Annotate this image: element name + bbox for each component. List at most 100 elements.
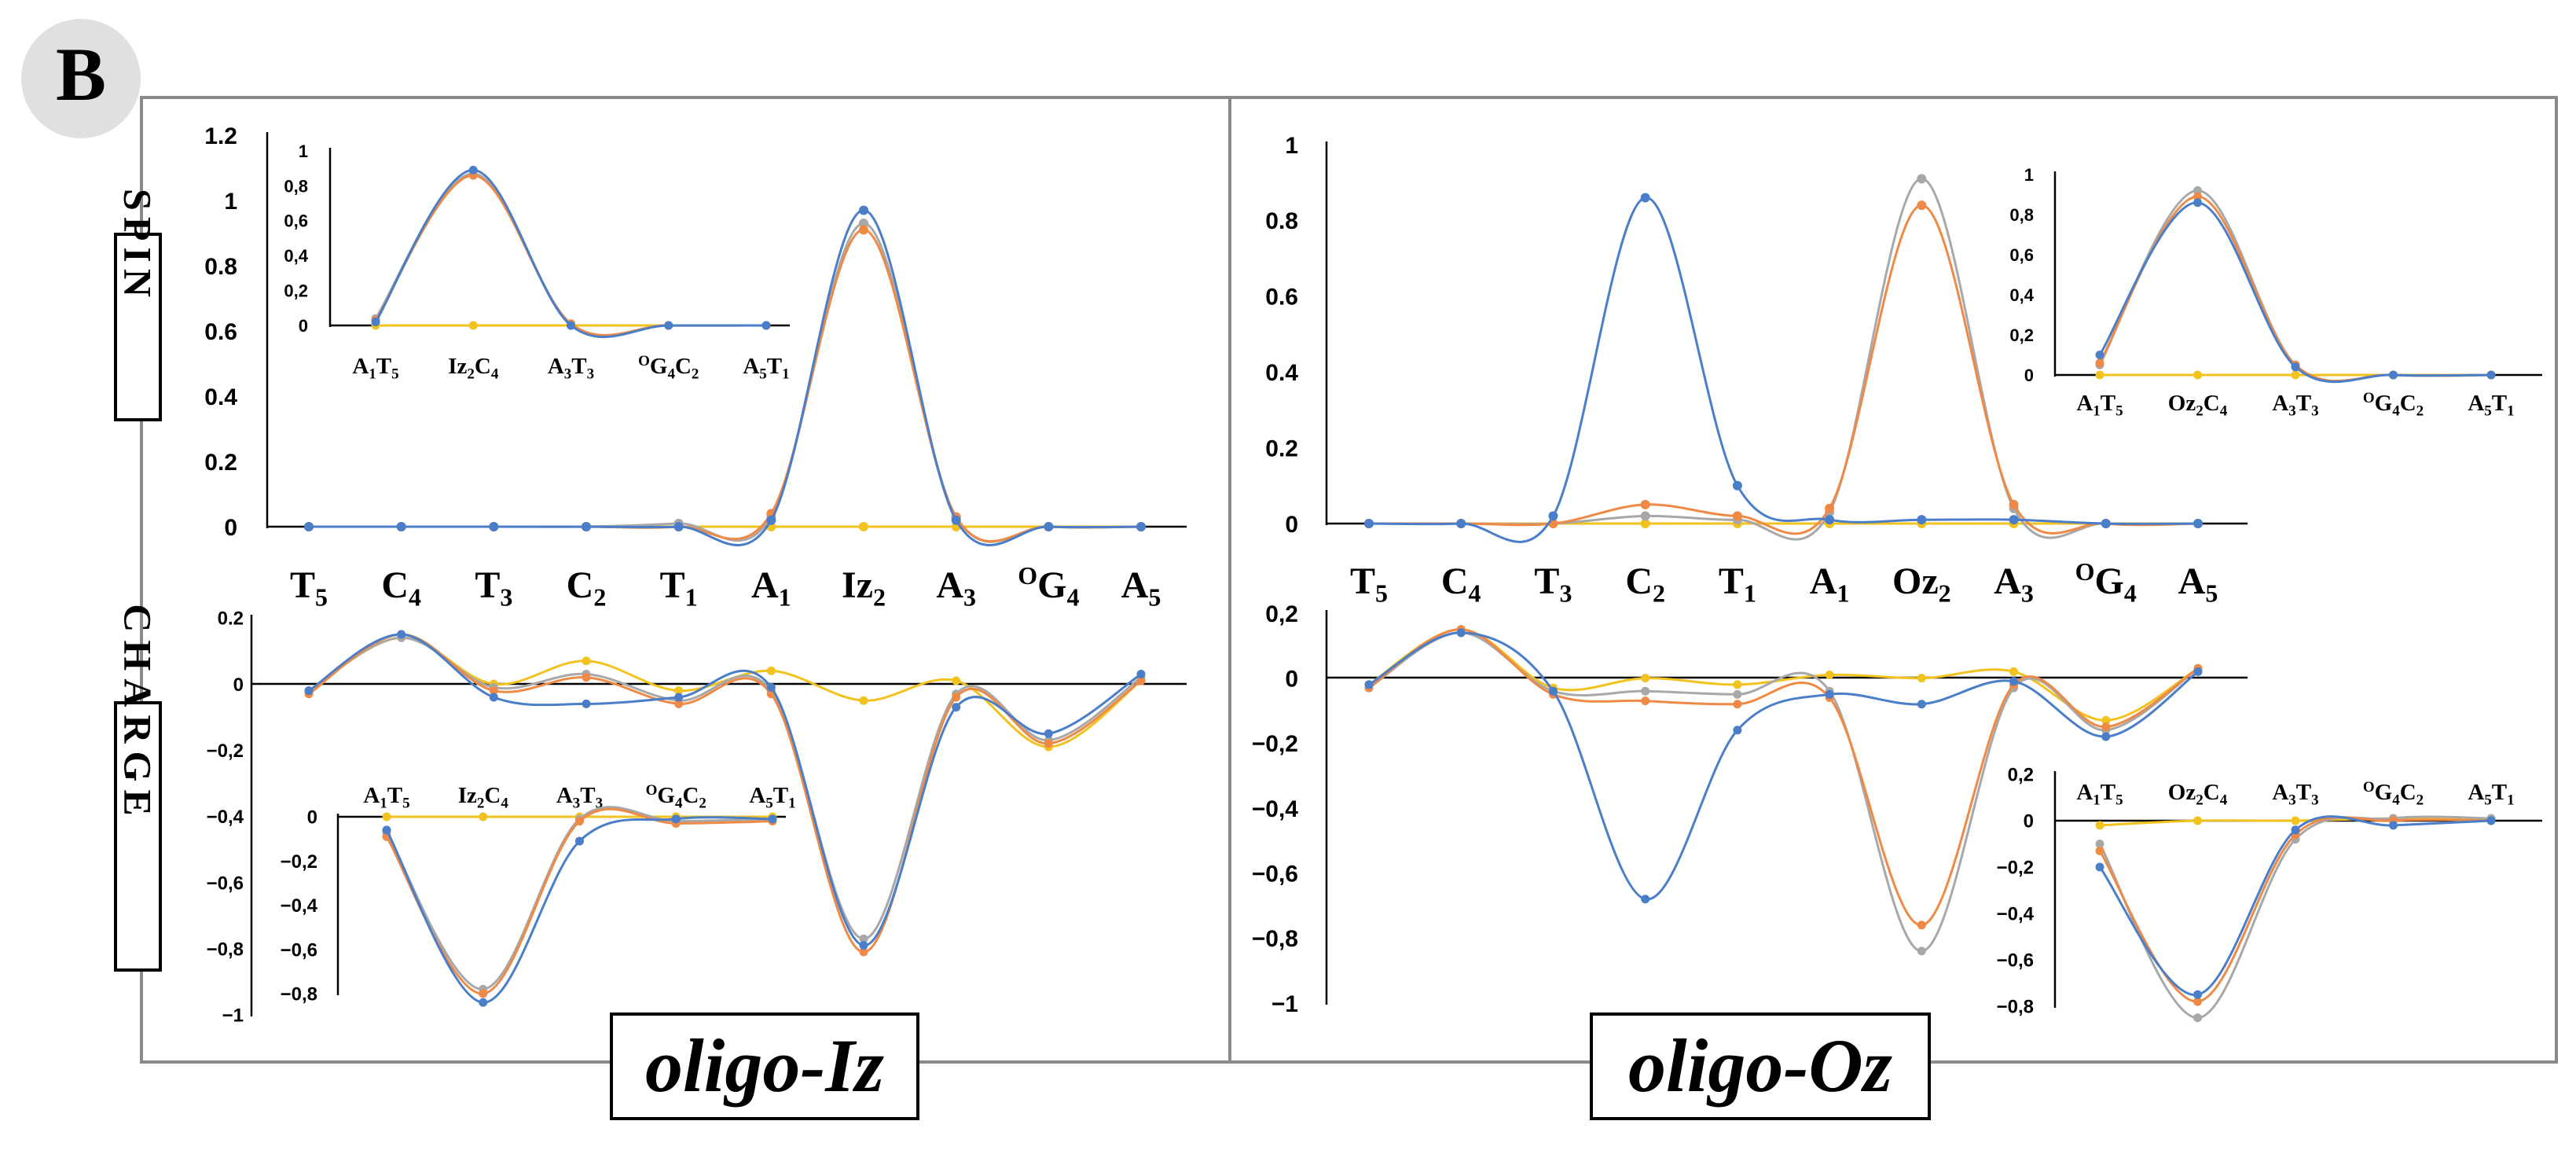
y-tick-label: 0.2 — [218, 608, 244, 630]
category-label: A1T5 — [2076, 391, 2123, 419]
data-point — [859, 941, 868, 950]
data-point — [468, 165, 478, 175]
data-point — [2095, 846, 2104, 855]
y-tick-label: −0,8 — [1252, 926, 1298, 952]
category-label: Iz2 — [842, 564, 886, 612]
data-point — [1732, 480, 1742, 491]
data-point — [1044, 729, 1053, 738]
data-point — [952, 703, 961, 712]
series-line-1 — [1368, 631, 2199, 901]
category-label: Oz2 — [1892, 560, 1951, 608]
data-point — [397, 630, 406, 639]
y-tick-label: 0.6 — [204, 319, 237, 345]
y-tick-label: 0,6 — [2009, 245, 2034, 265]
data-point — [304, 522, 314, 531]
data-point — [1917, 921, 1926, 930]
y-tick-label: −0,4 — [1997, 904, 2035, 925]
series-line-3 — [2098, 189, 2492, 383]
series-line-1 — [2098, 815, 2492, 996]
data-point — [2193, 816, 2202, 825]
y-tick-label: 0 — [307, 807, 317, 829]
data-point — [2291, 362, 2300, 372]
data-point — [2095, 351, 2104, 359]
data-point — [1733, 680, 1742, 689]
data-point — [1917, 700, 1926, 709]
data-point — [2095, 821, 2104, 830]
data-point — [304, 686, 314, 696]
data-point — [1640, 193, 1650, 203]
data-point — [1917, 674, 1926, 683]
category-label: OG4C2 — [2363, 390, 2424, 420]
chart-oz-spin-inset: 0 0,2 0,4 0,6 0,8 1 A1T5 Oz2C4 A3T3 OG4C2 A5T1 — [2009, 165, 2542, 419]
category-label: T1 — [1719, 560, 1756, 608]
y-tick-label: 1 — [224, 189, 237, 215]
category-label: Iz2C4 — [448, 354, 499, 382]
data-point — [761, 321, 771, 330]
data-point — [1640, 499, 1650, 509]
data-point — [673, 522, 684, 531]
data-point — [575, 836, 584, 846]
y-tick-label: 0,4 — [2009, 285, 2034, 305]
category-label: T5 — [1350, 560, 1388, 608]
y-tick-label: 0.8 — [204, 254, 237, 280]
y-tick-label: 0.8 — [1265, 208, 1298, 234]
data-point — [1641, 674, 1650, 683]
data-point — [2193, 997, 2202, 1006]
data-point — [2486, 370, 2496, 380]
y-tick-label: 0.4 — [1265, 360, 1298, 386]
y-tick-label: 0,8 — [284, 176, 308, 196]
y-tick-label: −1 — [222, 1005, 244, 1027]
data-point — [2095, 840, 2104, 848]
data-point — [1825, 515, 1835, 525]
panel-label: B — [56, 32, 106, 116]
chart-iz-spin-inset: 0 0,2 0,4 0,6 0,8 1 A1T5 Iz2C4 A3T3 OG4C2 A5T1 — [284, 141, 790, 382]
data-point — [1044, 739, 1053, 748]
data-point — [1641, 895, 1650, 904]
series-line-2 — [309, 228, 1142, 543]
category-label: A5 — [2178, 560, 2218, 608]
data-point — [664, 321, 673, 330]
data-point — [1136, 676, 1146, 685]
y-tick-label: 1 — [2024, 165, 2034, 185]
y-tick-label: 0,2 — [2009, 325, 2034, 345]
y-tick-label: −0,4 — [207, 807, 244, 828]
category-label: A3T3 — [556, 783, 603, 811]
category-label: Oz2C4 — [2168, 780, 2228, 808]
category-label: OG4C2 — [638, 353, 699, 383]
data-point — [1917, 174, 1927, 184]
category-label: T3 — [1534, 560, 1572, 608]
data-point — [1641, 686, 1650, 696]
data-point — [582, 522, 591, 531]
y-tick-label: 0 — [224, 515, 237, 541]
category-label: A3T3 — [548, 354, 594, 382]
category-label: T1 — [660, 564, 698, 612]
data-point — [1044, 522, 1054, 531]
category-label: A1T5 — [352, 354, 398, 382]
title-oligo-iz: oligo-Iz — [645, 1024, 884, 1108]
y-tick-label: −0,2 — [1252, 731, 1298, 757]
y-tick-label: 0.2 — [1265, 436, 1298, 461]
y-tick-label: 0 — [1285, 512, 1298, 538]
series-line-3 — [308, 636, 1142, 940]
data-point — [396, 522, 406, 531]
chart-oz-charge-main: −1 −0,8 −0,6 −0,4 −0,2 0 0,2 — [1252, 601, 2248, 1017]
data-point — [479, 812, 488, 821]
category-label: A3 — [936, 564, 976, 612]
data-point — [674, 693, 684, 702]
data-point — [766, 666, 776, 675]
category-label: C4 — [381, 564, 421, 612]
data-point — [2095, 862, 2104, 872]
data-point — [2193, 990, 2202, 999]
data-point — [766, 515, 776, 525]
chart-oz-charge-inset: −0,8 −0,6 −0,4 −0,2 0 0,2 A1T5 Oz2C4 A3T3 OG4C2 A5… — [1997, 765, 2542, 1023]
side-label-spin: SPIN — [116, 189, 160, 303]
series-line-1 — [2098, 201, 2492, 384]
data-point — [1456, 628, 1466, 638]
data-point — [1917, 515, 1927, 525]
series-line-3 — [2098, 815, 2492, 1020]
data-point — [674, 686, 684, 696]
y-tick-label: −0,6 — [207, 873, 244, 894]
y-tick-label: 0,4 — [284, 246, 308, 266]
data-point — [1548, 511, 1558, 521]
y-tick-label: −1 — [1271, 991, 1298, 1017]
